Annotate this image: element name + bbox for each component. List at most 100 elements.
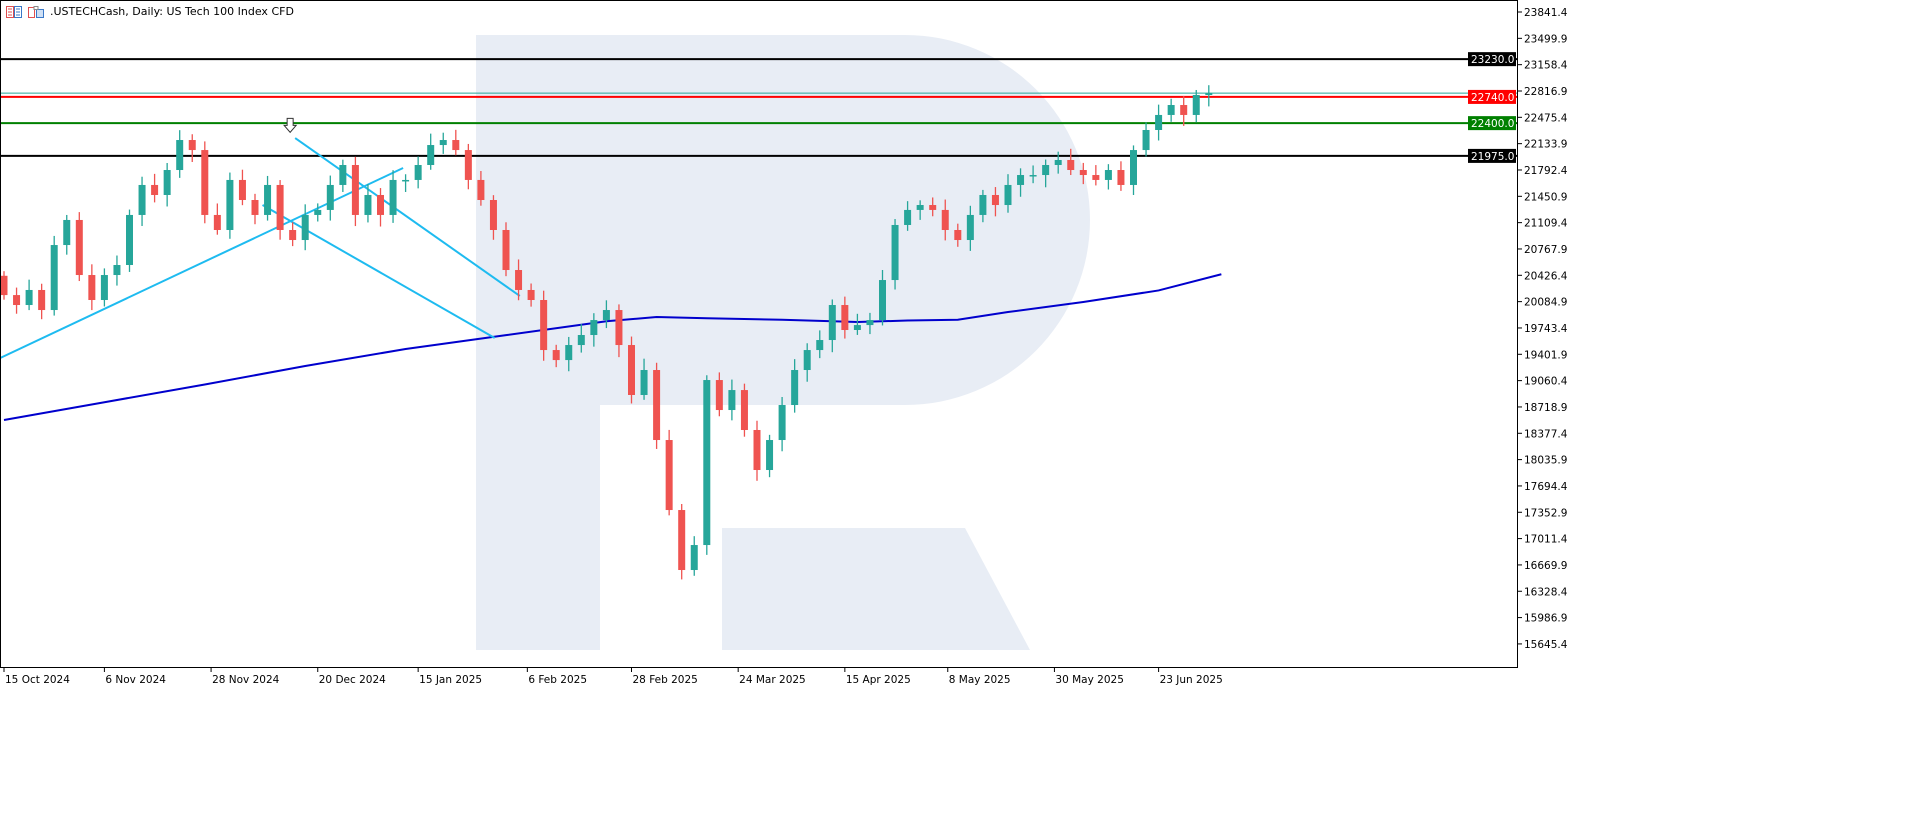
level-price-tag <box>1468 148 1516 163</box>
candle-body <box>1167 105 1175 115</box>
time-axis[interactable]: 15 Oct 2024 6 Nov 2024 28 Nov 2024 20 Dec 2… <box>3 668 1223 686</box>
level-price-tag <box>1468 52 1516 67</box>
candle-body <box>853 325 861 330</box>
candle-body <box>941 209 949 230</box>
candle <box>502 222 510 277</box>
candle-body <box>841 305 849 330</box>
plot-frame <box>0 0 1518 668</box>
candle-body <box>151 184 159 195</box>
candle <box>615 304 623 358</box>
candle-body <box>0 275 8 296</box>
candle-body <box>113 264 121 276</box>
candle <box>979 189 987 223</box>
moving-average <box>3 273 1222 421</box>
candle <box>929 197 937 217</box>
candle <box>941 199 949 241</box>
x-tick-label: 6 Nov 2024 <box>105 674 166 686</box>
chart-properties-icon[interactable] <box>28 5 44 18</box>
candle-body <box>88 275 96 301</box>
candle-body <box>238 179 246 201</box>
candle-body <box>452 140 460 151</box>
candle-body <box>402 179 410 182</box>
x-tick-label: 23 Jun 2025 <box>1160 674 1223 686</box>
candle <box>1167 98 1175 122</box>
x-tick-label: 15 Apr 2025 <box>846 674 911 686</box>
candle-body <box>163 170 171 195</box>
candle <box>13 287 21 314</box>
price-axis[interactable]: 23841.4 23499.9 23158.4 22816.9 22475.4 22133… <box>1518 7 1568 651</box>
candle-body <box>100 275 108 301</box>
candle <box>791 359 799 413</box>
x-tick-label: 15 Jan 2025 <box>419 674 482 686</box>
candle-body <box>991 194 999 206</box>
candle <box>1205 85 1213 107</box>
candle-body <box>427 145 435 165</box>
candle <box>565 336 573 372</box>
y-tick-label: 17352.9 <box>1524 507 1567 519</box>
candle <box>690 536 698 576</box>
candle <box>213 203 221 235</box>
candle-body <box>13 295 21 306</box>
candle <box>891 219 899 290</box>
level-price-label: 22740.0 <box>1471 92 1514 104</box>
candle-body <box>75 219 83 276</box>
candle-body <box>966 214 974 241</box>
candle <box>439 132 447 154</box>
candle-body <box>515 270 523 290</box>
candle <box>866 312 874 335</box>
candle <box>954 223 962 247</box>
candle-body <box>715 380 723 411</box>
candle-body <box>879 280 886 321</box>
candle-body <box>740 390 748 430</box>
candle <box>1130 145 1137 195</box>
candle-body <box>640 370 648 395</box>
candle-body <box>628 345 635 395</box>
trendlines <box>0 137 521 359</box>
candle-body <box>1092 175 1100 180</box>
candle <box>389 170 397 223</box>
candle <box>226 172 234 239</box>
candle-body <box>464 150 472 180</box>
candle <box>1042 159 1050 188</box>
x-tick-label: 28 Feb 2025 <box>633 674 698 686</box>
y-tick-label: 18377.4 <box>1524 428 1568 440</box>
candle-body <box>176 140 184 171</box>
candle <box>728 379 736 421</box>
candle <box>126 209 133 272</box>
candle <box>113 255 121 286</box>
candle-body <box>703 380 711 546</box>
candle <box>88 264 96 311</box>
candle <box>715 372 723 417</box>
candle <box>427 133 435 170</box>
candle <box>414 156 422 189</box>
candle-body <box>728 390 736 411</box>
candle <box>1092 165 1100 186</box>
y-tick-label: 18718.9 <box>1524 402 1567 414</box>
candle-body <box>364 194 372 215</box>
candle <box>853 313 861 335</box>
candle <box>1029 165 1037 184</box>
y-tick-label: 18035.9 <box>1524 455 1567 467</box>
candle <box>1067 148 1075 176</box>
candle <box>138 176 146 226</box>
candle-body <box>778 405 786 441</box>
y-tick-label: 20084.9 <box>1524 297 1567 309</box>
candle-body <box>1192 94 1200 115</box>
candle <box>489 195 497 240</box>
candle-body <box>1142 129 1150 151</box>
candle <box>402 174 410 192</box>
candle <box>778 396 786 452</box>
candle <box>590 313 598 347</box>
y-tick-label: 23158.4 <box>1524 60 1568 72</box>
y-tick-label: 17011.4 <box>1524 534 1568 546</box>
candle <box>916 200 924 220</box>
candle-body <box>1104 170 1112 180</box>
candle <box>966 205 974 251</box>
candle <box>879 270 886 326</box>
chart-list-icon[interactable] <box>6 5 22 18</box>
candle-body <box>314 209 322 215</box>
x-tick-label: 8 May 2025 <box>949 674 1011 686</box>
y-tick-label: 21792.4 <box>1524 165 1568 177</box>
candle-body <box>577 335 585 346</box>
